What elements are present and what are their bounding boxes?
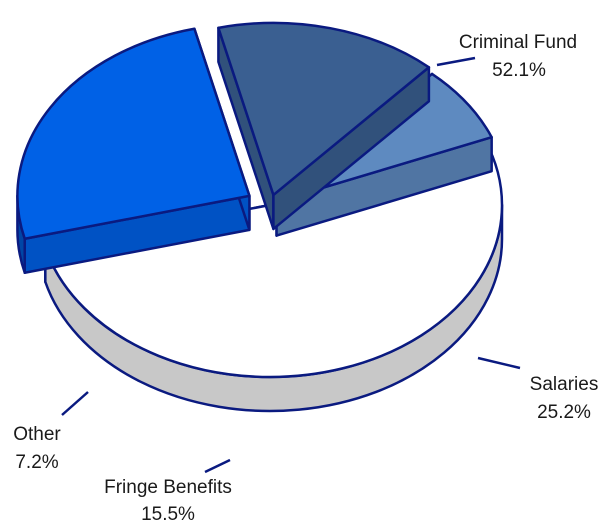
slice-value-salaries: 25.2% bbox=[537, 402, 591, 423]
slice-label-criminal-fund: Criminal Fund bbox=[459, 32, 577, 53]
leader-line-criminal-fund bbox=[436, 56, 476, 67]
slice-value-other: 7.2% bbox=[15, 452, 58, 473]
leader-lines bbox=[61, 56, 521, 474]
slice-label-salaries: Salaries bbox=[530, 374, 599, 395]
slice-value-fringe-benefits: 15.5% bbox=[141, 504, 195, 525]
slice-fringe-benefits bbox=[217, 21, 431, 231]
slice-label-other: Other bbox=[13, 424, 61, 445]
leader-line-other bbox=[61, 391, 89, 416]
slice-value-criminal-fund: 52.1% bbox=[492, 60, 546, 81]
slice-label-fringe-benefits: Fringe Benefits bbox=[104, 477, 232, 498]
leader-line-salaries bbox=[477, 356, 521, 370]
slice-top-salaries bbox=[16, 27, 251, 240]
pie-slices bbox=[16, 21, 504, 413]
leader-line-fringe-benefits bbox=[204, 458, 231, 474]
slice-top-fringe-benefits bbox=[217, 21, 431, 197]
slice-salaries bbox=[16, 27, 251, 274]
